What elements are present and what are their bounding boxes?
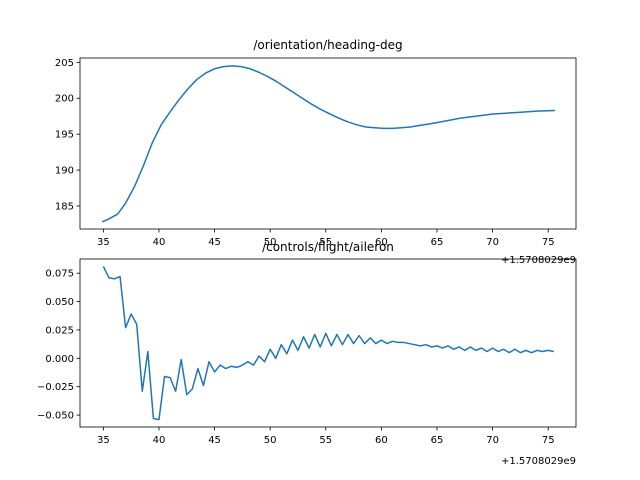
heading-x-tick-label: 75 bbox=[542, 237, 555, 248]
aileron-x-tick-label: 75 bbox=[542, 435, 555, 446]
heading-series-line bbox=[101, 65, 555, 223]
heading-x-tick-label: 70 bbox=[486, 237, 499, 248]
heading-subplot: 35 40 45 50 55 60 65 70 75 185 190 195 200 205 +1.5708… bbox=[55, 38, 577, 266]
aileron-x-tick-label: 35 bbox=[97, 435, 110, 446]
aileron-x-tick-label: 55 bbox=[319, 435, 332, 446]
aileron-y-tick-label: 0.050 bbox=[45, 297, 74, 308]
aileron-y-tick-label: 0.000 bbox=[45, 354, 74, 365]
heading-x-tick-label: 55 bbox=[319, 237, 332, 248]
aileron-title: /controls/flight/aileron bbox=[262, 240, 394, 254]
heading-x-tick-label: 40 bbox=[153, 237, 166, 248]
heading-x-tick-label: 45 bbox=[208, 237, 221, 248]
heading-y-tick-label: 190 bbox=[55, 166, 74, 177]
aileron-series-line bbox=[102, 266, 554, 421]
aileron-x-tick-label: 70 bbox=[486, 435, 499, 446]
heading-x-offset-label: +1.5708029e9 bbox=[501, 255, 576, 266]
aileron-x-offset-label: +1.5708029e9 bbox=[501, 456, 576, 467]
heading-y-tick-label: 185 bbox=[55, 202, 74, 213]
aileron-x-tick-label: 45 bbox=[208, 435, 221, 446]
heading-title: /orientation/heading-deg bbox=[253, 38, 402, 52]
heading-axes-frame bbox=[79, 57, 577, 230]
aileron-y-tick-label: 0.025 bbox=[45, 325, 74, 336]
aileron-x-tick-label: 65 bbox=[431, 435, 444, 446]
heading-x-tick-label: 35 bbox=[97, 237, 110, 248]
heading-y-tick-label: 205 bbox=[55, 58, 74, 69]
aileron-x-tick-label: 50 bbox=[264, 435, 277, 446]
aileron-x-tick-label: 60 bbox=[375, 435, 388, 446]
aileron-x-tick-label: 40 bbox=[153, 435, 166, 446]
heading-x-tick-label: 50 bbox=[264, 237, 277, 248]
heading-x-tick-label: 65 bbox=[431, 237, 444, 248]
aileron-subplot: 35 40 45 50 55 60 65 70 75 −0.050 −0.025 0.000 0.025… bbox=[37, 240, 577, 467]
aileron-y-tick-label: −0.025 bbox=[37, 382, 74, 393]
heading-x-tick-label: 60 bbox=[375, 237, 388, 248]
heading-y-tick-label: 195 bbox=[55, 130, 74, 141]
aileron-axes-frame bbox=[79, 258, 577, 428]
aileron-y-tick-label: −0.050 bbox=[37, 411, 74, 422]
aileron-y-tick-label: 0.075 bbox=[45, 269, 74, 280]
heading-y-tick-label: 200 bbox=[55, 94, 74, 105]
